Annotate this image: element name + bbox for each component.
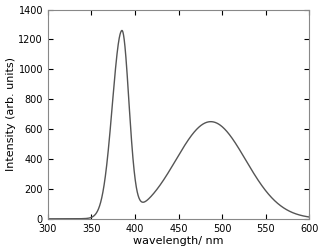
X-axis label: wavelength/ nm: wavelength/ nm [133, 236, 224, 246]
Y-axis label: Intensity (arb. units): Intensity (arb. units) [6, 57, 16, 171]
